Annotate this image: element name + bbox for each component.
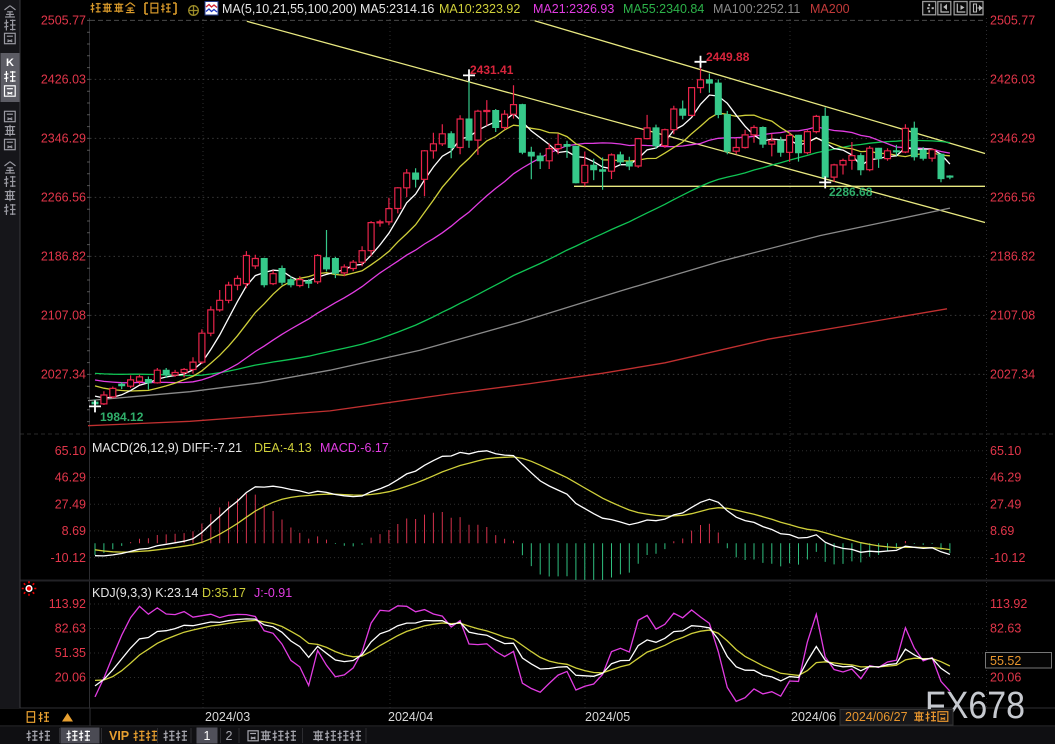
svg-text:MA200: MA200	[810, 2, 850, 16]
svg-text:MA(5,10,21,55,100,200): MA(5,10,21,55,100,200)	[222, 2, 357, 16]
svg-text:46.29: 46.29	[55, 471, 86, 485]
svg-text:MACD:-6.17: MACD:-6.17	[320, 441, 389, 455]
svg-text:MACD(26,12,9) DIFF:-7.21: MACD(26,12,9) DIFF:-7.21	[92, 441, 242, 455]
svg-text:46.29: 46.29	[990, 471, 1021, 485]
svg-text:1984.12: 1984.12	[100, 410, 144, 424]
svg-text:2107.08: 2107.08	[41, 309, 86, 323]
svg-text:2431.41: 2431.41	[470, 63, 514, 77]
svg-text:2027.34: 2027.34	[990, 368, 1035, 382]
svg-text:D:35.17: D:35.17	[202, 586, 246, 600]
svg-text:51.35: 51.35	[55, 646, 86, 660]
svg-text:MA55:2340.84: MA55:2340.84	[623, 2, 704, 16]
svg-text:2505.77: 2505.77	[41, 14, 86, 28]
svg-text:DEA:-4.13: DEA:-4.13	[254, 441, 312, 455]
svg-text:65.10: 65.10	[990, 444, 1021, 458]
svg-text:2266.56: 2266.56	[41, 191, 86, 205]
svg-text:MA10:2323.92: MA10:2323.92	[439, 2, 520, 16]
svg-text:2186.82: 2186.82	[41, 250, 86, 264]
svg-text:27.49: 27.49	[990, 497, 1021, 511]
svg-text:K: K	[6, 57, 14, 69]
svg-text:2024/03: 2024/03	[205, 710, 250, 724]
svg-text:2024/06/27: 2024/06/27	[845, 710, 908, 724]
svg-text:113.92: 113.92	[990, 597, 1027, 611]
svg-text:2024/06: 2024/06	[791, 710, 836, 724]
svg-text:2426.03: 2426.03	[41, 73, 86, 87]
svg-text:2186.82: 2186.82	[990, 250, 1035, 264]
svg-text:55.52: 55.52	[990, 654, 1021, 668]
svg-text:-10.12: -10.12	[51, 551, 86, 565]
svg-text:20.06: 20.06	[990, 671, 1021, 685]
svg-text:-10.12: -10.12	[990, 551, 1025, 565]
svg-text:2024/05: 2024/05	[585, 710, 630, 724]
svg-text:2426.03: 2426.03	[990, 73, 1035, 87]
svg-text:J:-0.91: J:-0.91	[254, 586, 292, 600]
svg-text:2449.88: 2449.88	[706, 50, 750, 64]
svg-text:2024/04: 2024/04	[388, 710, 433, 724]
svg-text:82.63: 82.63	[55, 622, 86, 636]
svg-text:20.06: 20.06	[55, 671, 86, 685]
svg-text:KDJ(9,3,3) K:23.14: KDJ(9,3,3) K:23.14	[92, 586, 198, 600]
svg-text:VIP: VIP	[109, 729, 129, 743]
svg-text:2505.77: 2505.77	[990, 14, 1035, 28]
svg-text:1: 1	[204, 729, 211, 743]
svg-text:8.69: 8.69	[62, 524, 86, 538]
svg-text:2346.29: 2346.29	[990, 132, 1035, 146]
svg-text:113.92: 113.92	[49, 597, 86, 611]
svg-text:MA21:2326.93: MA21:2326.93	[533, 2, 614, 16]
svg-text:MA100:2252.11: MA100:2252.11	[713, 2, 800, 16]
svg-text:2286.68: 2286.68	[829, 185, 873, 199]
svg-text:27.49: 27.49	[55, 497, 86, 511]
svg-text:2027.34: 2027.34	[41, 368, 86, 382]
svg-text:2266.56: 2266.56	[990, 191, 1035, 205]
svg-text:2: 2	[226, 729, 233, 743]
svg-text:2346.29: 2346.29	[41, 132, 86, 146]
svg-text:MA5:2314.16: MA5:2314.16	[360, 2, 434, 16]
svg-text:8.69: 8.69	[990, 524, 1014, 538]
svg-text:65.10: 65.10	[55, 444, 86, 458]
svg-text:2107.08: 2107.08	[990, 309, 1035, 323]
svg-text:82.63: 82.63	[990, 622, 1021, 636]
